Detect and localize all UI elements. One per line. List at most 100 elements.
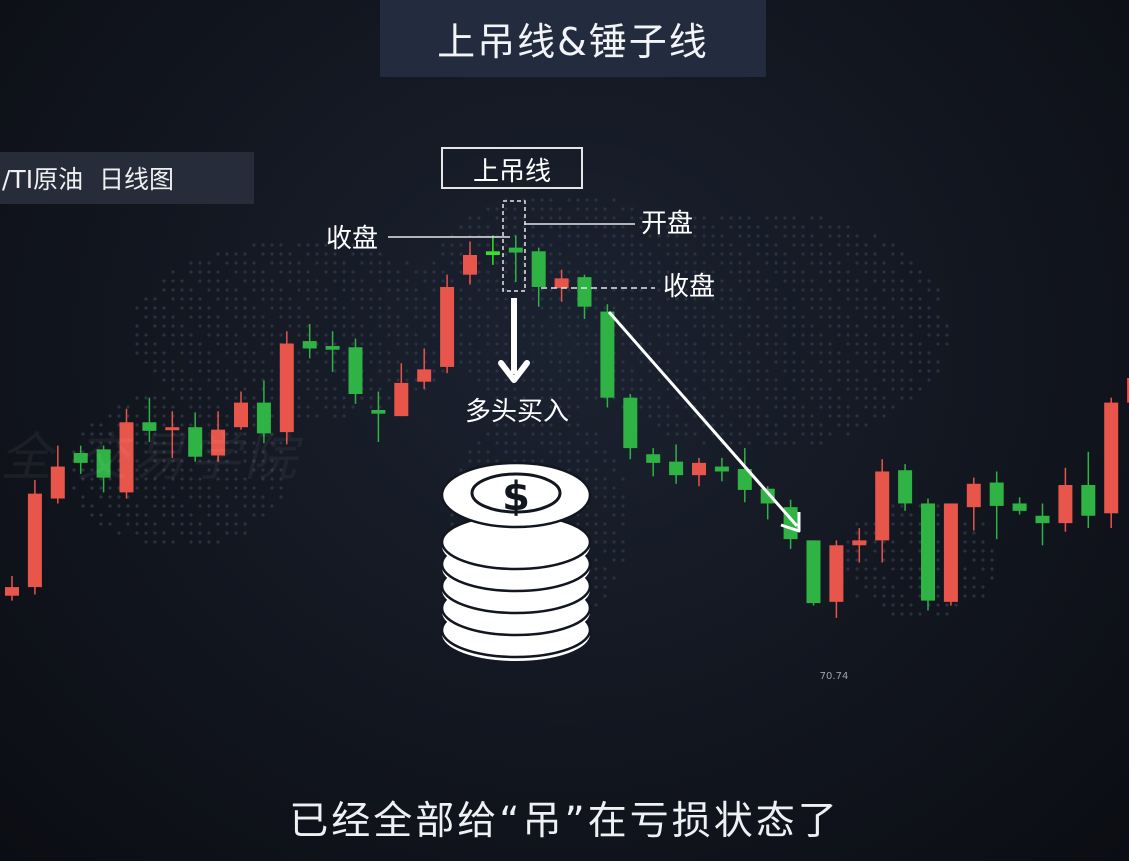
map-dot — [243, 369, 247, 373]
map-dot — [99, 441, 103, 445]
map-dot — [864, 261, 868, 265]
map-dot — [909, 522, 913, 526]
map-dot — [936, 585, 940, 589]
map-dot — [549, 351, 553, 355]
map-dot — [171, 270, 175, 274]
map-dot — [288, 297, 292, 301]
map-dot — [144, 297, 148, 301]
map-dot — [783, 414, 787, 418]
map-dot — [621, 270, 625, 274]
map-dot — [171, 540, 175, 544]
map-dot — [612, 243, 616, 247]
map-dot — [594, 288, 598, 292]
candle-body — [760, 488, 775, 504]
down-arrow-icon — [498, 298, 530, 383]
map-dot — [783, 351, 787, 355]
map-dot — [891, 567, 895, 571]
map-dot — [531, 387, 535, 391]
map-dot — [558, 360, 562, 364]
map-dot — [630, 261, 634, 265]
candle-body — [669, 461, 684, 476]
map-dot — [594, 531, 598, 535]
map-dot — [486, 369, 490, 373]
map-dot — [144, 333, 148, 337]
map-dot — [963, 531, 967, 535]
map-dot — [810, 288, 814, 292]
map-dot — [576, 342, 580, 346]
map-dot — [189, 468, 193, 472]
map-dot — [90, 486, 94, 490]
map-dot — [324, 396, 328, 400]
map-dot — [729, 342, 733, 346]
map-dot — [846, 279, 850, 283]
map-dot — [99, 522, 103, 526]
map-dot — [153, 459, 157, 463]
map-dot — [495, 279, 499, 283]
map-dot — [180, 441, 184, 445]
map-dot — [630, 288, 634, 292]
map-dot — [819, 315, 823, 319]
map-dot — [765, 324, 769, 328]
map-dot — [657, 279, 661, 283]
map-dot — [702, 405, 706, 409]
map-dot — [666, 252, 670, 256]
map-dot — [315, 279, 319, 283]
map-dot — [180, 513, 184, 517]
map-dot — [666, 324, 670, 328]
map-dot — [144, 342, 148, 346]
map-dot — [153, 414, 157, 418]
map-dot — [873, 387, 877, 391]
map-dot — [189, 306, 193, 310]
map-dot — [207, 459, 211, 463]
map-dot — [702, 243, 706, 247]
map-dot — [774, 306, 778, 310]
map-dot — [153, 360, 157, 364]
hanging-label-box — [441, 147, 583, 189]
map-dot — [171, 369, 175, 373]
map-dot — [207, 378, 211, 382]
map-dot — [855, 333, 859, 337]
map-dot — [225, 477, 229, 481]
map-dot — [756, 387, 760, 391]
map-dot — [603, 504, 607, 508]
map-dot — [693, 306, 697, 310]
map-dot — [900, 288, 904, 292]
map-dot — [855, 369, 859, 373]
map-dot — [846, 315, 850, 319]
map-dot — [576, 234, 580, 238]
map-dot — [711, 324, 715, 328]
map-dot — [702, 279, 706, 283]
map-dot — [783, 234, 787, 238]
map-dot — [747, 414, 751, 418]
map-dot — [819, 243, 823, 247]
map-dot — [846, 423, 850, 427]
map-dot — [261, 504, 265, 508]
map-dot — [639, 396, 643, 400]
map-dot — [747, 333, 751, 337]
map-dot — [756, 414, 760, 418]
map-dot — [729, 315, 733, 319]
map-dot — [342, 360, 346, 364]
candle-body — [371, 409, 386, 414]
map-dot — [369, 297, 373, 301]
map-dot — [486, 378, 490, 382]
map-dot — [342, 243, 346, 247]
map-dot — [315, 252, 319, 256]
map-dot — [684, 243, 688, 247]
map-dot — [504, 423, 508, 427]
map-dot — [216, 342, 220, 346]
map-dot — [324, 315, 328, 319]
map-dot — [747, 261, 751, 265]
map-dot — [225, 441, 229, 445]
map-dot — [432, 306, 436, 310]
map-dot — [936, 369, 940, 373]
map-dot — [396, 333, 400, 337]
map-dot — [792, 333, 796, 337]
map-dot — [801, 378, 805, 382]
map-dot — [504, 333, 508, 337]
map-dot — [414, 351, 418, 355]
map-dot — [756, 270, 760, 274]
map-dot — [639, 306, 643, 310]
map-dot — [225, 342, 229, 346]
map-dot — [810, 342, 814, 346]
